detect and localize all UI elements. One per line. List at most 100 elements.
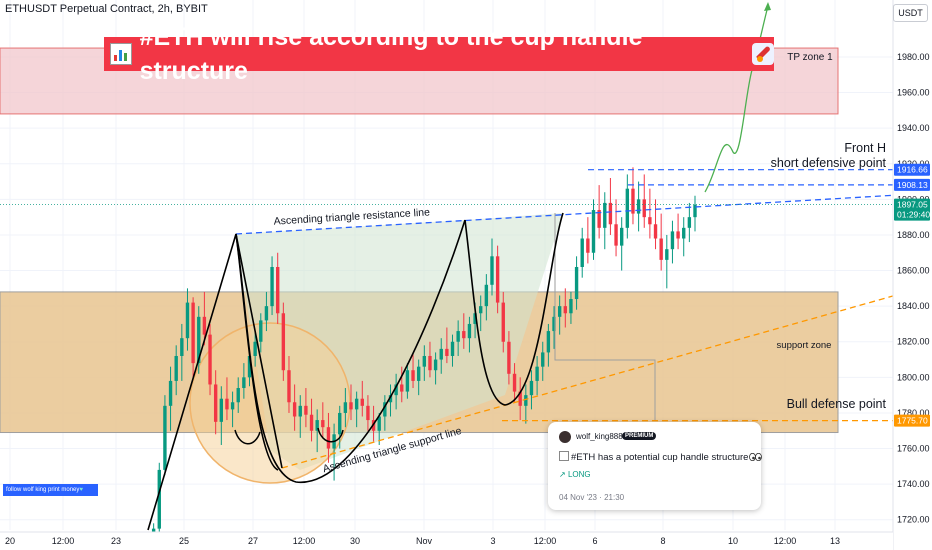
candle-body [687,217,692,228]
time-axis: 20 12:00 23 25 27 12:00 30 Nov 3 12:00 6 8 10 12:00 13 [0,531,893,550]
bar-chart-icon [110,43,132,65]
candle-body [180,338,184,356]
direction-text: LONG [567,470,591,479]
candle-body [287,370,291,403]
candle-body [659,238,663,260]
candle-body [411,370,415,381]
candle-body [377,416,381,431]
time-tick-label: 20 [5,536,15,546]
candles [146,167,697,550]
candle-body [247,355,252,378]
candle-body [276,266,280,314]
candle-body [529,380,534,396]
tp-zone-label: TP zone 1 [787,52,833,63]
candle-body [349,402,353,410]
time-tick-label: 30 [350,536,360,546]
price-tick-label: 1860.00 [897,266,930,276]
price-axis-bg [893,0,932,550]
avatar[interactable] [559,431,571,443]
candle-body [501,302,505,342]
front-h-price-label [894,163,930,176]
candle-body [682,227,686,239]
front-h-label: Front H [844,141,886,155]
resistance-line [235,192,932,235]
candle-body [428,355,432,371]
candle-body [219,398,224,422]
candle-body [563,306,567,314]
currency-badge[interactable]: USDT [893,4,928,22]
bar-chart-icon [559,451,569,461]
time-tick-label: 12:00 [534,536,557,546]
candle-body [388,395,393,403]
forecast-arrow-icon [764,2,771,11]
candle-body [631,188,635,214]
candle-body [321,420,325,428]
candle-body [574,266,579,300]
candle-body [191,302,195,364]
bull-defense-price-label [894,414,930,427]
candle-body [433,359,438,371]
card-username[interactable]: wolf_king888 [576,432,623,441]
candle-body [405,370,410,392]
candle-body [524,395,528,406]
symbol-title[interactable]: ETHUSDT Perpetual Contract, 2h, BYBIT [5,3,208,15]
candle-body [473,313,477,324]
candle-body [338,412,342,435]
candle-body [450,341,455,356]
price-tick-label: 1940.00 [897,123,930,133]
candle-body [304,405,308,415]
time-tick-label: 6 [592,536,597,546]
handle-curve [464,212,564,406]
time-tick-label: 8 [660,536,665,546]
candle-body [270,266,274,307]
candle-body [366,405,370,421]
candle-body [202,316,207,335]
watermark-text: follow wolf king print money [6,487,80,493]
time-axis-bg [0,532,893,550]
candle-body [157,469,161,529]
front-h-price-label-text: 1916.66 [897,165,928,175]
candle-body [653,224,658,239]
candle-body [665,249,669,260]
eye-right-curve [317,427,344,443]
candle-body [208,334,212,385]
candle-body [614,224,618,246]
overlays [0,2,932,531]
time-tick-label: 3 [490,536,495,546]
candle-body [225,398,229,410]
candle-body [580,238,584,267]
idea-headline: #ETH will rise according to the cup hand… [104,23,774,85]
time-tick-label: 12:00 [293,536,316,546]
candle-body [636,199,641,214]
candle-body [315,420,319,431]
bull-defense-label: Bull defense point [787,397,887,411]
candle-body [586,238,590,253]
candle-body [292,402,297,417]
candle-body [597,210,601,228]
candle-body [242,377,246,389]
price-tick-label: 1840.00 [897,301,930,311]
eye-left-curve [234,429,261,445]
price-tick-label: 1960.00 [897,88,930,98]
candle-body [693,204,697,218]
premium-badge: PREMIUM [622,432,657,440]
candle-body [518,391,522,406]
candle-body [603,202,607,228]
time-tick-label: 12:00 [52,536,75,546]
candle-body [264,306,269,321]
candle-body [259,320,263,342]
headline-text: #ETH will rise according to the cup hand… [139,23,643,85]
last-price-label-text: 1897.05 [897,200,928,210]
candle-body [619,227,624,246]
candle-body [298,405,302,417]
candle-body [360,398,364,406]
candle-body [439,348,443,360]
short-defensive-label: short defensive point [771,156,887,170]
candle-body [608,202,613,225]
time-tick-label: 10 [728,536,738,546]
candle-body [343,402,348,413]
price-tick-label: 1880.00 [897,230,930,240]
price-tick-label: 1800.00 [897,372,930,382]
idea-card[interactable]: wolf_king888 PREMIUM #ETH has a potentia… [548,422,763,510]
